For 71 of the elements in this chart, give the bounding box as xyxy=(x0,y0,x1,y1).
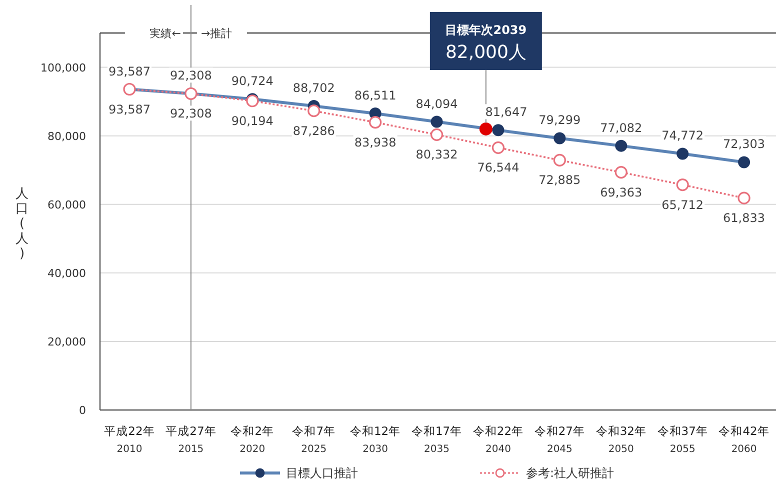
point xyxy=(615,140,628,152)
text: 令和37年 xyxy=(657,424,708,438)
annotation: 実績← xyxy=(150,27,181,40)
text: 令和42年 xyxy=(718,424,770,438)
point xyxy=(676,148,689,160)
point xyxy=(738,192,750,204)
text: 令和17年 xyxy=(411,424,462,438)
x-tick-label: 2035 xyxy=(424,444,450,455)
x-tick-label: 2010 xyxy=(116,444,142,455)
y-tick-label: 20,000 xyxy=(48,335,86,348)
data-label: 81,647 xyxy=(485,105,528,120)
point xyxy=(676,178,689,192)
data-label: 72,303 xyxy=(723,137,766,152)
data-label: 77,082 xyxy=(600,120,642,135)
x-tick-label: 2020 xyxy=(240,444,266,455)
point xyxy=(553,154,566,167)
data-label: 61,833 xyxy=(723,211,766,226)
x-tick-label: 2045 xyxy=(546,444,572,455)
data-label: 92,308 xyxy=(170,68,212,83)
x-tick-label: 2055 xyxy=(670,444,696,455)
point xyxy=(430,128,444,141)
y-axis-title: 人口(人) xyxy=(16,186,28,262)
data-label: 76,544 xyxy=(477,160,520,175)
x-tick-label: 2015 xyxy=(178,444,204,455)
x-tick-label: 2060 xyxy=(731,444,757,455)
data-label: 72,885 xyxy=(538,173,581,188)
data-label: 86,511 xyxy=(354,88,396,103)
text: 平成22年 xyxy=(104,424,155,438)
data-label: 88,702 xyxy=(292,80,335,95)
point xyxy=(308,104,320,118)
data-label: 93,587 xyxy=(108,64,150,78)
data-label: 92,308 xyxy=(170,106,212,121)
point xyxy=(614,166,628,179)
point xyxy=(430,116,443,128)
data-label: 65,712 xyxy=(662,198,704,212)
point xyxy=(369,116,382,129)
data-label: 74,772 xyxy=(662,128,704,143)
data-label: 93,587 xyxy=(108,102,150,116)
data-label: 80,332 xyxy=(416,148,458,162)
legend-label: 目標人口推計 xyxy=(286,466,358,480)
y-tick-label: 0 xyxy=(79,404,86,417)
y-tick-label: 60,000 xyxy=(48,198,86,212)
point xyxy=(554,132,566,144)
data-label: 90,194 xyxy=(231,114,274,128)
y-tick-label: 80,000 xyxy=(48,130,86,143)
point xyxy=(738,156,750,168)
y-tick-label: 100,000 xyxy=(40,61,86,74)
text: 令和22年 xyxy=(472,424,524,438)
x-tick-label: 2030 xyxy=(362,444,388,455)
annotation: →推計 xyxy=(200,27,232,40)
y-tick-label: 40,000 xyxy=(48,266,86,280)
x-tick-label: 2025 xyxy=(301,444,327,455)
point xyxy=(492,141,505,154)
data-label: 84,094 xyxy=(416,96,458,111)
data-label: 87,286 xyxy=(292,124,335,138)
data-label: 90,724 xyxy=(231,74,274,88)
data-label: 79,299 xyxy=(538,113,581,128)
point xyxy=(479,122,492,136)
text: 令和12年 xyxy=(350,424,401,438)
point xyxy=(492,124,504,136)
x-tick-label: 2050 xyxy=(608,444,634,455)
text: 令和32年 xyxy=(596,424,646,438)
annotation: 目標年次2039 82,000人 xyxy=(445,23,527,63)
data-label: 83,938 xyxy=(354,135,396,150)
text: 令和27年 xyxy=(534,424,585,438)
text: 令和2年 xyxy=(230,424,274,438)
text: 平成27年 xyxy=(166,424,216,438)
x-tick-label: 2040 xyxy=(486,444,511,455)
legend-label: 参考:社人研推計 xyxy=(526,466,614,480)
text: 令和7年 xyxy=(292,424,336,438)
data-label: 69,363 xyxy=(600,185,642,200)
